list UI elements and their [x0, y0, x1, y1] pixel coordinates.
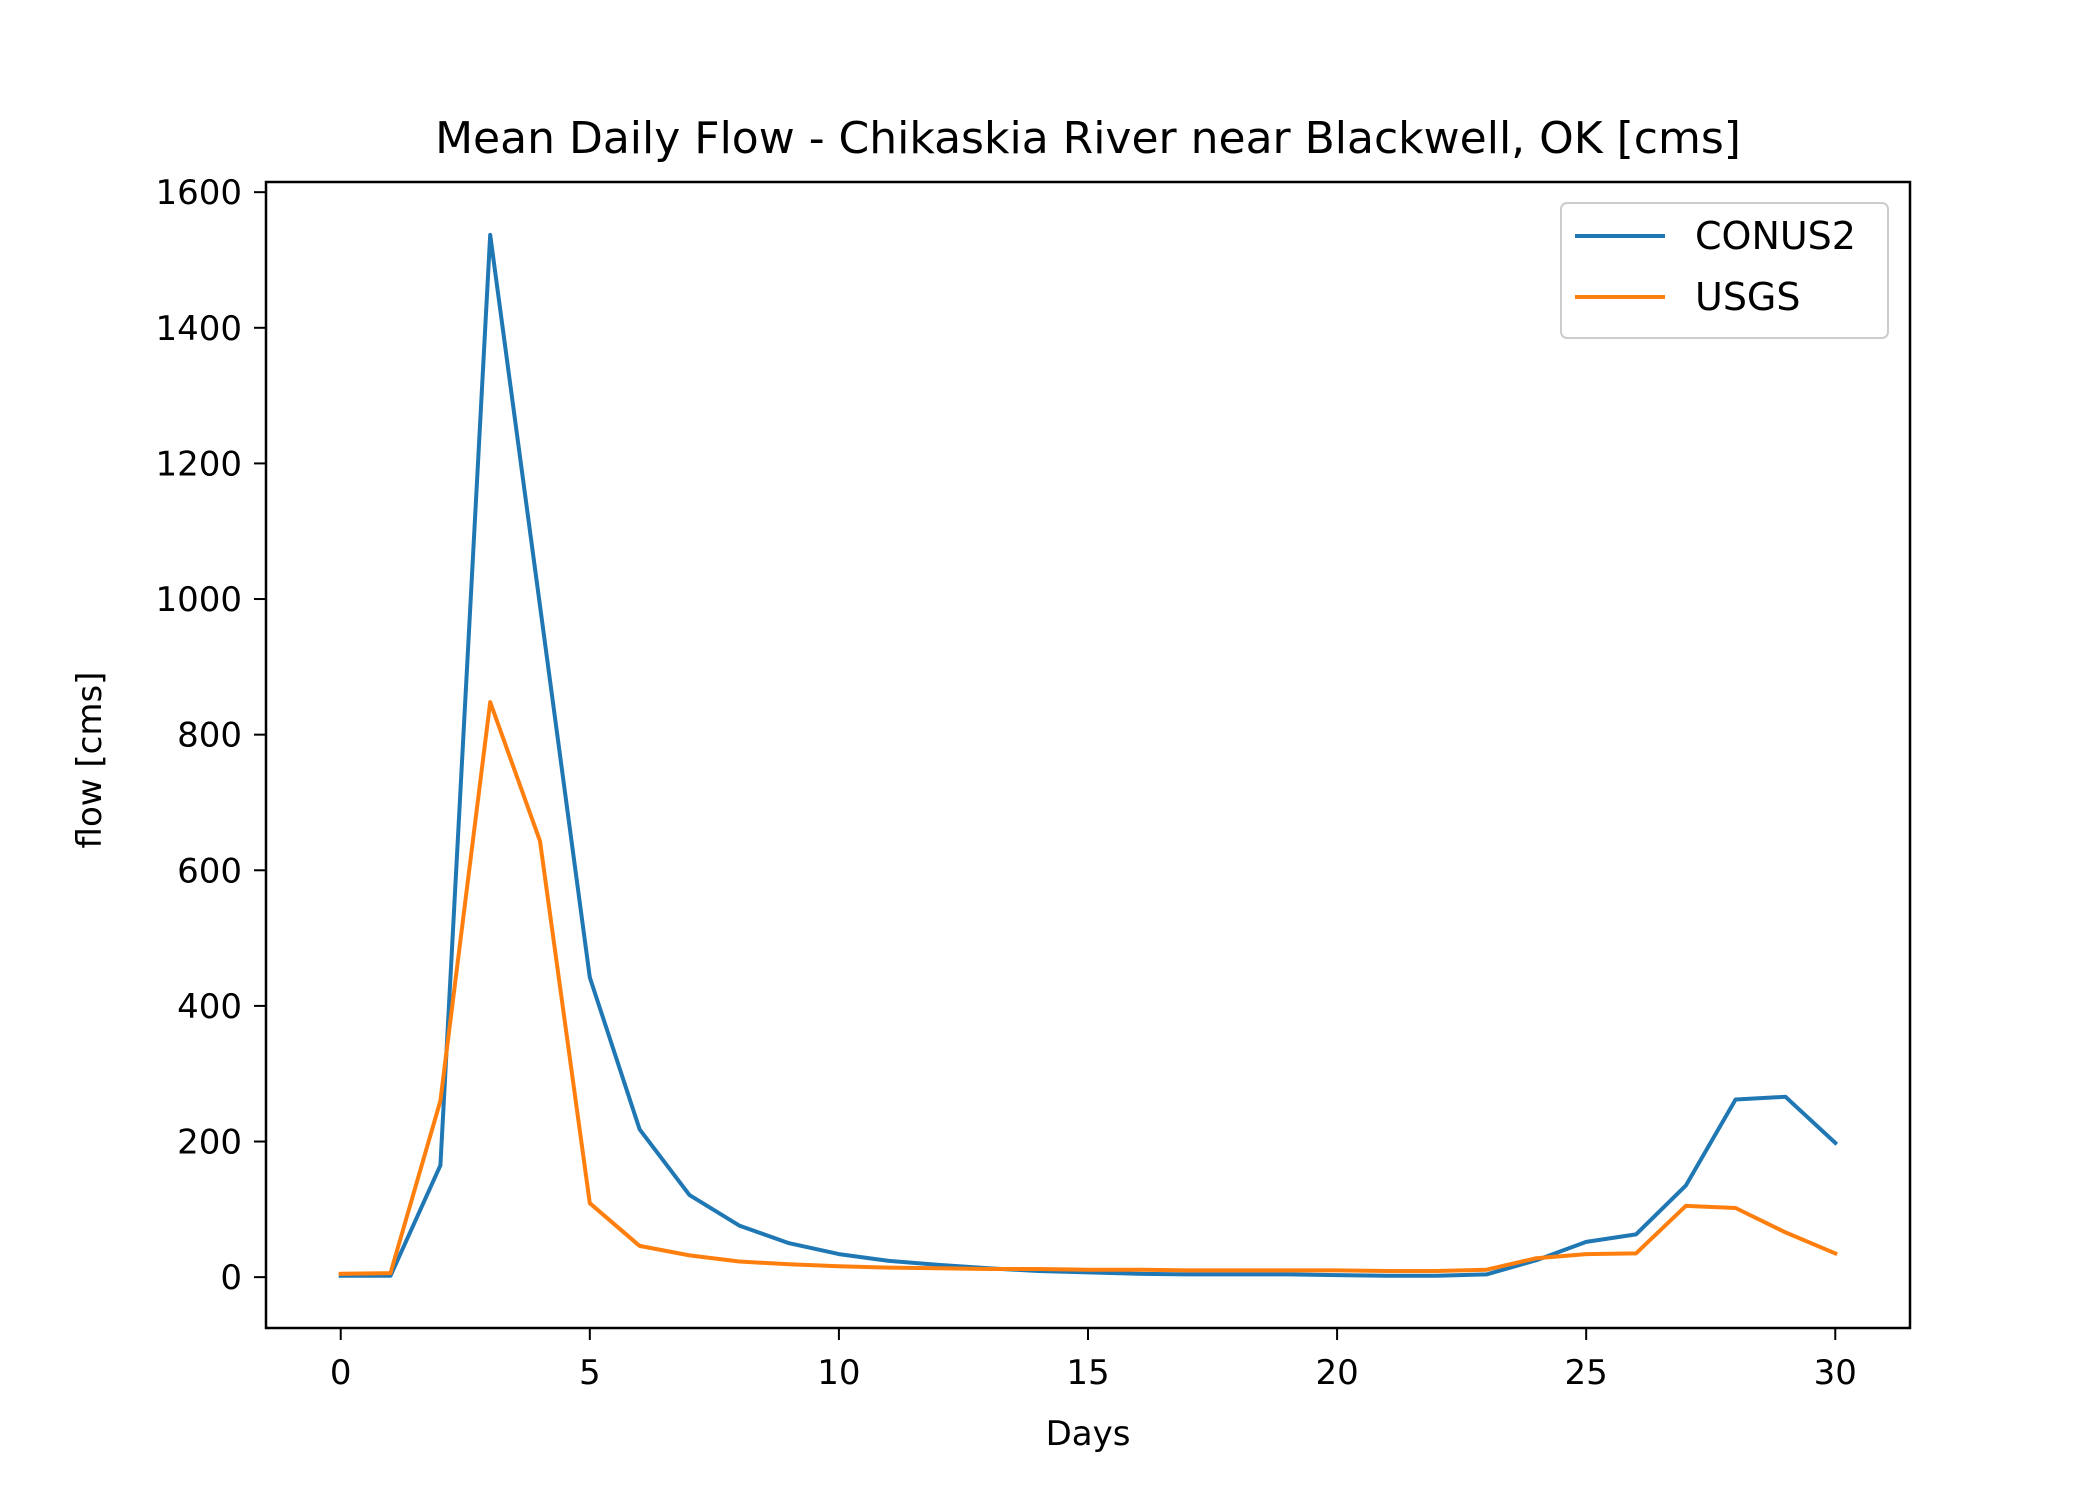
- y-tick-label: 600: [177, 851, 242, 891]
- x-tick-label: 5: [579, 1353, 601, 1393]
- y-axis-label: flow [cms]: [70, 672, 110, 849]
- legend-label-usgs: USGS: [1695, 275, 1801, 319]
- plot-area: 0 5 10 15 20 25 30 0 200 400 600 800 1000 1200 1400 160…: [155, 173, 1912, 1393]
- y-tick-label: 1400: [155, 309, 242, 349]
- legend-label-conus2: CONUS2: [1695, 214, 1856, 258]
- y-tick-label: 400: [177, 987, 242, 1027]
- y-tick-label: 1000: [155, 580, 242, 620]
- x-tick-label: 15: [1066, 1353, 1109, 1393]
- y-tick-label: 0: [220, 1258, 242, 1298]
- x-tick-label: 25: [1565, 1353, 1608, 1393]
- series-line-conus2: [338, 232, 1839, 1278]
- y-tick-label: 1200: [155, 444, 242, 484]
- x-tick-label: 20: [1315, 1353, 1358, 1393]
- x-tick-label: 0: [330, 1353, 352, 1393]
- y-tick-label: 800: [177, 716, 242, 756]
- y-tick-label: 200: [177, 1123, 242, 1163]
- chart-title: Mean Daily Flow - Chikaskia River near B…: [435, 113, 1741, 164]
- x-tick-label: 30: [1814, 1353, 1857, 1393]
- series-line-usgs: [338, 700, 1838, 1276]
- x-tick-label: 10: [817, 1353, 860, 1393]
- x-axis-label: Days: [1046, 1414, 1131, 1454]
- y-tick-label: 1600: [155, 173, 242, 213]
- legend: CONUS2 USGS: [1560, 202, 1889, 339]
